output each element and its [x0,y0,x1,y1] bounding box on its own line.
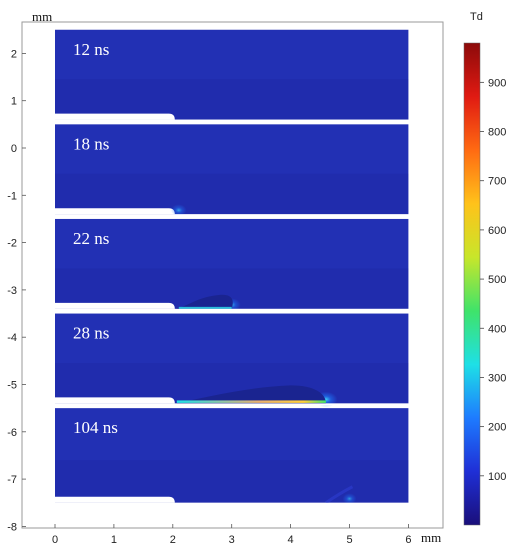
streamer-tip [170,204,187,217]
panel-time-label: 22 ns [73,229,109,248]
x-tick-label: 3 [229,534,235,546]
panel-time-label: 28 ns [73,324,109,343]
y-tick-label: -5 [7,380,17,392]
panel-0: 12 ns [53,29,409,122]
y-tick-label: -2 [7,238,17,250]
panel-4: 104 ns [53,408,409,505]
y-tick-label: -6 [7,427,17,439]
field-map [55,124,409,215]
panel-3: 28 ns [53,313,409,408]
colorbar [463,42,481,526]
x-tick-label: 4 [288,534,294,546]
y-tick-label: -8 [7,521,17,533]
streamer-remnant [325,485,354,504]
y-tick-label: 1 [11,96,17,108]
colorbar-tick-label: 800 [488,127,506,139]
colorbar-tick-label: 300 [488,372,506,384]
y-tick-label: -3 [7,285,17,297]
panel-1: 18 ns [53,124,409,217]
colorbar-tick-label: 400 [488,323,506,335]
y-tick-label: -4 [7,332,17,344]
x-tick-label: 5 [346,534,352,546]
streamer-tip [342,493,357,505]
panels-group: 12 ns 18 ns 22 ns 28 ns 104 ns [53,29,409,505]
field-map [55,218,409,309]
x-unit-label: mm [421,530,441,545]
colorbar-unit-label: Td [470,11,483,23]
plot-frame [21,21,444,529]
y-tick-label: -7 [7,474,17,486]
x-axis: 0 1 2 3 4 5 6 [52,524,411,546]
streamer-body [174,294,233,309]
panel-time-label: 18 ns [73,134,109,153]
field-shade [55,173,409,215]
colorbar-tick-label: 600 [488,225,506,237]
colorbar-tick-label: 100 [488,471,506,483]
colorbar-ticks: 100 200 300 400 500 600 700 800 900 [480,77,506,483]
colorbar-tick-label: 700 [488,176,506,188]
streamer-channel [176,400,326,403]
electrode [53,496,175,503]
x-tick-label: 6 [405,534,411,546]
electrode [53,113,175,120]
y-tick-label: -1 [7,190,17,202]
y-tick-label: 2 [11,48,17,60]
streamer-body [174,385,326,404]
colorbar-tick-label: 900 [488,77,506,89]
x-tick-label: 2 [170,534,176,546]
y-tick-label: 0 [11,143,17,155]
electrode [53,208,175,215]
y-axis: 2 1 0 -1 -2 -3 -4 -5 -6 -7 -8 [7,48,26,533]
field-map [55,313,409,404]
panel-time-label: 104 ns [73,418,118,437]
field-map [55,29,409,120]
field-shade [55,79,409,120]
x-tick-label: 1 [111,534,117,546]
x-tick-label: 0 [52,534,58,546]
colorbar-tick-label: 200 [488,422,506,434]
panel-2: 22 ns [53,218,409,312]
electrode [53,397,175,404]
y-unit-label: mm [32,9,52,24]
electrode [53,302,175,309]
panel-time-label: 12 ns [73,40,109,59]
colorbar-tick-label: 500 [488,274,506,286]
